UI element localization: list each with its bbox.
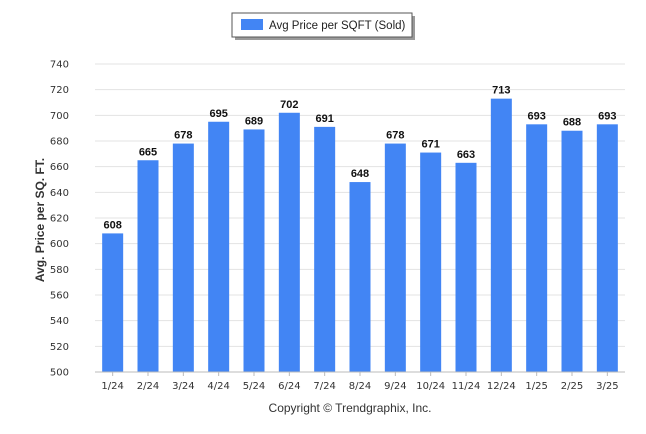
bar [596,124,618,372]
bar [243,129,265,372]
bar [172,143,194,372]
x-tick-label: 3/24 [172,381,194,392]
y-tick-label: 540 [50,316,69,327]
data-label: 665 [139,146,157,158]
y-tick-label: 740 [50,60,69,71]
y-tick-label: 500 [50,368,69,379]
copyright-text: Copyright © Trendgraphix, Inc. [269,401,432,415]
bars [102,98,618,373]
bar [384,143,406,372]
y-tick-label: 660 [50,162,69,173]
axes: 500 520 540 560 580 600 620 640 660 680 700 720 740 1… [50,60,625,392]
x-tick-label: 11/24 [452,381,481,392]
data-label: 648 [351,168,369,180]
x-tick-label: 10/24 [416,381,445,392]
x-tick-label: 4/24 [207,381,229,392]
bar [349,182,371,372]
bar [455,162,477,372]
x-tick-label: 8/24 [349,381,371,392]
x-tick-label: 5/24 [243,381,265,392]
x-tick-label: 12/24 [487,381,516,392]
data-labels: 608 665 678 695 689 702 691 648 678 671 663 713 693 6… [103,85,616,232]
bar [278,112,300,373]
bar [526,124,548,372]
y-tick-label: 680 [50,137,69,148]
bar [102,233,124,372]
data-label: 663 [457,149,475,161]
x-tick-label: 3/25 [596,381,618,392]
data-label: 678 [386,130,404,142]
x-tick-label: 1/25 [525,381,547,392]
data-label: 671 [421,139,439,151]
x-tick-label: 2/25 [561,381,583,392]
legend: Avg Price per SQFT (Sold) [231,12,415,40]
x-tick-label: 2/24 [137,381,159,392]
data-label: 695 [209,108,227,120]
y-tick-label: 580 [50,265,69,276]
x-tick-label: 7/24 [313,381,335,392]
data-label: 689 [245,115,263,127]
x-tick-label: 1/24 [101,381,123,392]
y-tick-label: 700 [50,111,69,122]
bar [490,98,512,373]
y-tick-label: 600 [50,239,69,250]
data-label: 693 [527,110,545,122]
data-label: 713 [492,85,510,97]
y-axis-label: Avg. Price per SQ. FT. [33,158,47,282]
legend-swatch [241,19,263,30]
bar [420,152,442,372]
legend-series-label: Avg Price per SQFT (Sold) [269,20,406,32]
data-label: 702 [280,99,298,111]
y-tick-label: 640 [50,188,69,199]
bar [561,130,583,372]
bar [314,126,336,372]
data-label: 688 [563,117,581,129]
bar [137,160,159,372]
data-label: 693 [598,110,616,122]
y-tick-label: 720 [50,85,69,96]
data-label: 678 [174,130,192,142]
data-label: 691 [315,113,333,125]
x-tick-label: 9/24 [384,381,406,392]
bar [208,121,230,372]
x-tick-label: 6/24 [278,381,300,392]
y-tick-label: 620 [50,214,69,225]
data-label: 608 [103,219,121,231]
y-tick-label: 520 [50,342,69,353]
y-tick-label: 560 [50,291,69,302]
